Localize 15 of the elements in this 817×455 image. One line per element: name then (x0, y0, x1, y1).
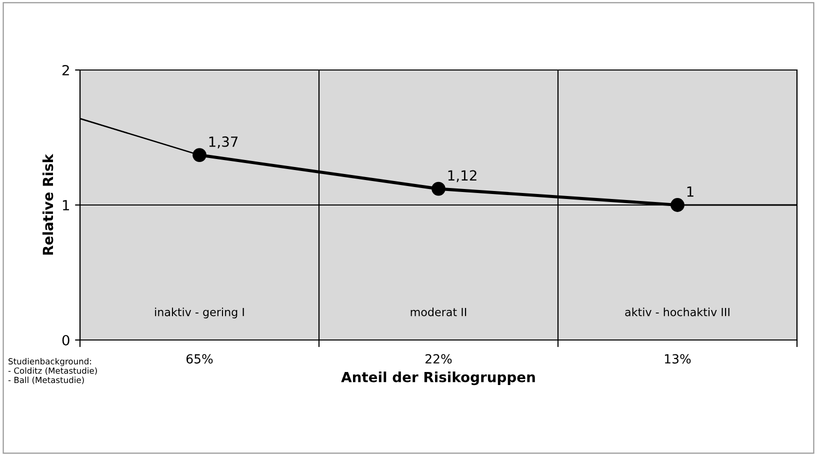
y-tick-label: 1 (62, 200, 69, 210)
data-label: 1,12 (448, 170, 476, 182)
x-tick-label: 13% (664, 354, 691, 364)
y-tick-label: 0 (62, 334, 70, 346)
y-axis-title: Relative Risk (42, 154, 54, 255)
y-tick-label: 2 (62, 64, 69, 76)
data-label: 1 (687, 186, 694, 197)
x-tick-label: 22% (426, 354, 452, 364)
data-label: 1,37 (209, 136, 238, 148)
x-tick-label: 65% (186, 354, 213, 364)
annotation: inaktiv - gering I (155, 308, 244, 318)
text: Studienbackground: - Colditz (Metastudie) - Ball (Metastudie) (8, 358, 97, 384)
annotation: aktiv - hochaktiv III (625, 308, 730, 316)
x-axis-title: Anteil der Risikogruppen (341, 372, 535, 386)
annotation: moderat II (410, 308, 466, 316)
